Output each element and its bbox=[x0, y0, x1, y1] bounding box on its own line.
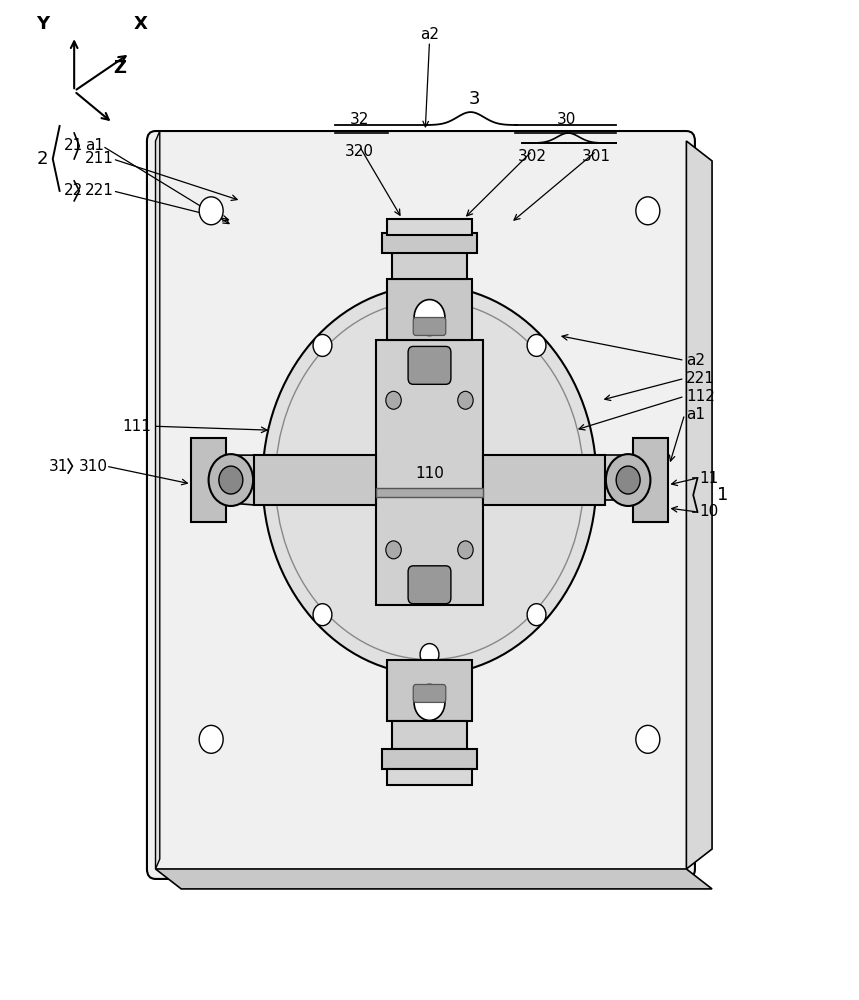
Text: 1: 1 bbox=[717, 486, 728, 504]
Circle shape bbox=[420, 295, 439, 317]
Text: a1: a1 bbox=[686, 407, 705, 422]
Text: 31: 31 bbox=[48, 459, 68, 474]
Text: Y: Y bbox=[36, 15, 49, 33]
FancyBboxPatch shape bbox=[392, 251, 467, 279]
FancyBboxPatch shape bbox=[413, 318, 446, 335]
Polygon shape bbox=[686, 141, 712, 869]
Text: 211: 211 bbox=[85, 151, 114, 166]
Text: a2: a2 bbox=[686, 353, 705, 368]
FancyBboxPatch shape bbox=[408, 346, 451, 384]
Circle shape bbox=[414, 300, 445, 335]
Circle shape bbox=[420, 644, 439, 666]
Circle shape bbox=[493, 469, 512, 491]
Text: 22: 22 bbox=[64, 183, 83, 198]
Text: 221: 221 bbox=[686, 371, 716, 386]
Text: 30: 30 bbox=[557, 112, 576, 127]
Circle shape bbox=[268, 469, 287, 491]
Text: 11: 11 bbox=[699, 471, 718, 486]
Text: a2: a2 bbox=[420, 27, 439, 42]
FancyBboxPatch shape bbox=[381, 749, 478, 769]
Text: X: X bbox=[134, 15, 148, 33]
Text: 111: 111 bbox=[122, 419, 151, 434]
Text: 302: 302 bbox=[518, 149, 546, 164]
Polygon shape bbox=[155, 869, 712, 889]
Text: 301: 301 bbox=[582, 149, 611, 164]
Text: 112: 112 bbox=[686, 389, 716, 404]
Circle shape bbox=[209, 454, 253, 506]
Circle shape bbox=[386, 541, 401, 559]
FancyBboxPatch shape bbox=[387, 219, 472, 235]
FancyBboxPatch shape bbox=[192, 438, 226, 522]
FancyBboxPatch shape bbox=[413, 684, 446, 702]
Text: a1: a1 bbox=[85, 138, 104, 153]
Circle shape bbox=[347, 469, 366, 491]
FancyBboxPatch shape bbox=[392, 721, 467, 749]
FancyBboxPatch shape bbox=[375, 488, 484, 497]
Circle shape bbox=[199, 197, 223, 225]
FancyBboxPatch shape bbox=[484, 455, 605, 505]
Circle shape bbox=[313, 334, 332, 356]
Text: 3: 3 bbox=[469, 90, 481, 108]
Polygon shape bbox=[605, 455, 665, 500]
FancyBboxPatch shape bbox=[147, 131, 695, 879]
Circle shape bbox=[458, 541, 473, 559]
Circle shape bbox=[636, 725, 660, 753]
Text: 110: 110 bbox=[415, 466, 444, 481]
Polygon shape bbox=[155, 131, 160, 869]
Polygon shape bbox=[194, 455, 254, 505]
FancyBboxPatch shape bbox=[387, 279, 472, 340]
Text: 320: 320 bbox=[344, 144, 374, 159]
Circle shape bbox=[386, 391, 401, 409]
Circle shape bbox=[636, 197, 660, 225]
Circle shape bbox=[616, 466, 640, 494]
FancyBboxPatch shape bbox=[633, 438, 667, 522]
FancyBboxPatch shape bbox=[408, 566, 451, 604]
Text: 21: 21 bbox=[64, 138, 83, 153]
FancyBboxPatch shape bbox=[381, 233, 478, 253]
Text: 221: 221 bbox=[85, 183, 114, 198]
Text: 10: 10 bbox=[699, 504, 718, 519]
Text: 32: 32 bbox=[350, 112, 369, 127]
Text: 2: 2 bbox=[37, 150, 48, 168]
FancyBboxPatch shape bbox=[254, 455, 375, 505]
Text: Z: Z bbox=[113, 59, 126, 77]
Circle shape bbox=[572, 469, 591, 491]
FancyBboxPatch shape bbox=[387, 660, 472, 721]
FancyBboxPatch shape bbox=[387, 769, 472, 785]
Circle shape bbox=[414, 684, 445, 720]
Circle shape bbox=[527, 604, 546, 626]
Circle shape bbox=[527, 334, 546, 356]
Circle shape bbox=[199, 725, 223, 753]
Circle shape bbox=[313, 604, 332, 626]
Text: 310: 310 bbox=[78, 459, 107, 474]
Circle shape bbox=[606, 454, 650, 506]
Circle shape bbox=[263, 286, 596, 675]
Circle shape bbox=[458, 391, 473, 409]
Circle shape bbox=[219, 466, 243, 494]
FancyBboxPatch shape bbox=[375, 340, 484, 605]
